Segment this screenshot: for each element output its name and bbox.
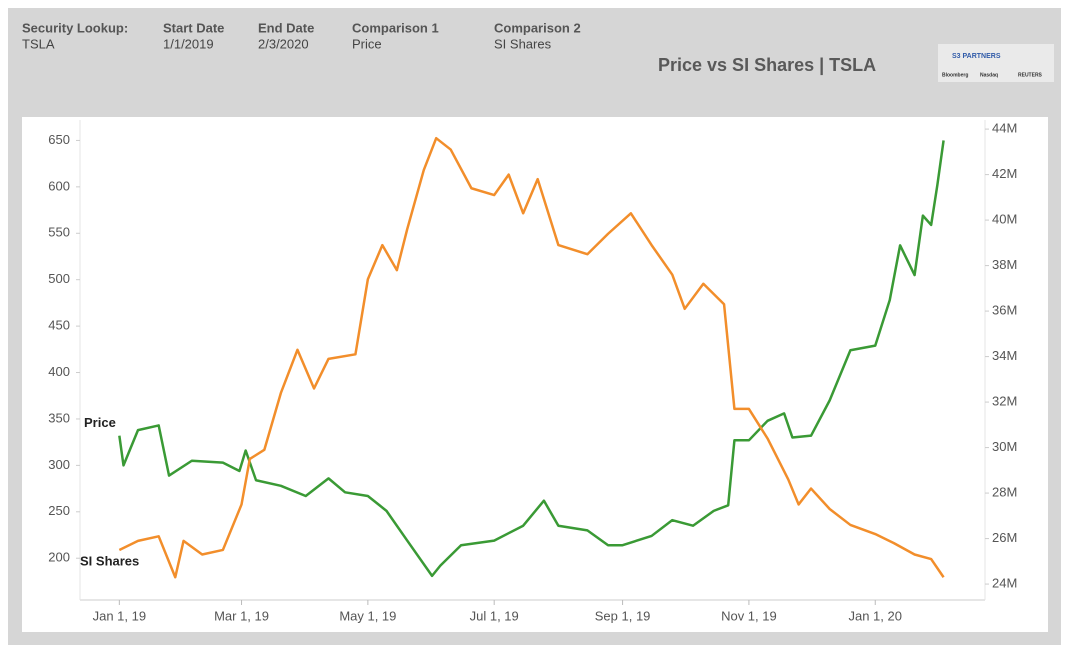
y2-tick-label: 42M [992, 166, 1017, 181]
y2-tick-label: 26M [992, 530, 1017, 545]
plot-area [22, 117, 1048, 632]
field-value: SI Shares [494, 36, 552, 51]
y-tick-label: 600 [48, 178, 70, 193]
chart-title: Price vs SI Shares | TSLA [658, 55, 876, 75]
y-tick-label: 350 [48, 410, 70, 425]
x-tick-label: Nov 1, 19 [721, 608, 777, 623]
field-label: Comparison 1 [352, 20, 439, 35]
y2-tick-label: 30M [992, 439, 1017, 454]
y-tick-label: 450 [48, 318, 70, 333]
field-value: TSLA [22, 36, 55, 51]
y2-tick-label: 24M [992, 576, 1017, 591]
line-label: SI Shares [80, 553, 139, 568]
x-tick-label: May 1, 19 [339, 608, 396, 623]
y2-tick-label: 28M [992, 485, 1017, 500]
y-tick-label: 400 [48, 364, 70, 379]
y2-tick-label: 40M [992, 212, 1017, 227]
field-label: Comparison 2 [494, 20, 581, 35]
x-tick-label: Mar 1, 19 [214, 608, 269, 623]
series-line [118, 140, 945, 578]
line-label: Price [84, 415, 116, 430]
x-tick-label: Jan 1, 19 [93, 608, 147, 623]
field-value: 2/3/2020 [258, 36, 309, 51]
y-tick-label: 550 [48, 225, 70, 240]
y2-tick-label: 32M [992, 394, 1017, 409]
logo-name: S3 PARTNERS [952, 53, 1001, 60]
logo-box [938, 44, 1054, 82]
y2-tick-label: 34M [992, 348, 1017, 363]
x-tick-label: Jul 1, 19 [470, 608, 519, 623]
field-label: Security Lookup: [22, 20, 128, 35]
y-tick-label: 300 [48, 457, 70, 472]
y2-tick-label: 36M [992, 303, 1017, 318]
field-label: End Date [258, 20, 314, 35]
y-tick-label: 250 [48, 503, 70, 518]
logo-partner: Bloomberg [942, 72, 968, 78]
field-value: Price [352, 36, 382, 51]
x-tick-label: Jan 1, 20 [848, 608, 902, 623]
field-label: Start Date [163, 20, 224, 35]
x-tick-label: Sep 1, 19 [595, 608, 651, 623]
y-tick-label: 650 [48, 132, 70, 147]
y-tick-label: 500 [48, 271, 70, 286]
logo-partner: Nasdaq [980, 72, 998, 78]
y2-tick-label: 44M [992, 121, 1017, 136]
y-tick-label: 200 [48, 550, 70, 565]
field-value: 1/1/2019 [163, 36, 214, 51]
logo-partner: REUTERS [1018, 72, 1043, 78]
series-line [118, 136, 945, 579]
y2-tick-label: 38M [992, 257, 1017, 272]
